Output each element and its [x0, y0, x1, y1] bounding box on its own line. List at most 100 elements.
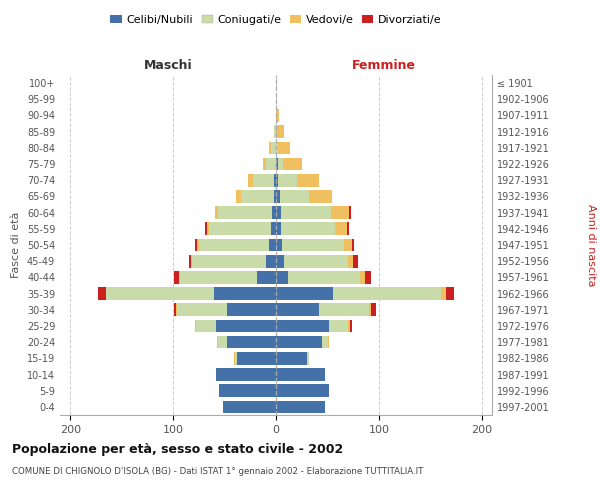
- Bar: [207, 222, 209, 235]
- Bar: [353, 255, 358, 268]
- Bar: [195, 238, 197, 252]
- Bar: [276, 126, 284, 138]
- Bar: [350, 320, 352, 332]
- Bar: [263, 158, 266, 170]
- Bar: [446, 288, 454, 300]
- Bar: [278, 142, 290, 154]
- Bar: [276, 271, 289, 283]
- Bar: [218, 206, 272, 219]
- Bar: [282, 238, 344, 252]
- Bar: [106, 288, 214, 300]
- Bar: [188, 255, 191, 268]
- Bar: [332, 288, 440, 300]
- Bar: [276, 222, 281, 235]
- Bar: [266, 158, 276, 170]
- Bar: [276, 174, 278, 186]
- Y-axis label: Fasce di età: Fasce di età: [11, 212, 21, 278]
- Bar: [276, 368, 325, 381]
- Bar: [191, 255, 266, 268]
- Bar: [328, 336, 329, 348]
- Bar: [217, 368, 276, 381]
- Bar: [220, 384, 276, 397]
- Bar: [274, 126, 276, 138]
- Bar: [347, 222, 349, 235]
- Bar: [276, 109, 279, 122]
- Bar: [223, 400, 276, 413]
- Bar: [205, 222, 207, 235]
- Bar: [365, 271, 371, 283]
- Bar: [296, 174, 319, 186]
- Bar: [281, 222, 335, 235]
- Bar: [214, 288, 276, 300]
- Bar: [284, 255, 348, 268]
- Bar: [280, 190, 309, 202]
- Text: COMUNE DI CHIGNOLO D'ISOLA (BG) - Dati ISTAT 1° gennaio 2002 - Elaborazione TUTT: COMUNE DI CHIGNOLO D'ISOLA (BG) - Dati I…: [12, 468, 424, 476]
- Bar: [195, 320, 196, 332]
- Bar: [248, 174, 253, 186]
- Bar: [237, 352, 276, 364]
- Bar: [276, 304, 319, 316]
- Bar: [199, 238, 269, 252]
- Bar: [274, 190, 276, 202]
- Bar: [227, 304, 276, 316]
- Bar: [176, 304, 177, 316]
- Bar: [348, 255, 353, 268]
- Bar: [241, 190, 274, 202]
- Bar: [331, 206, 349, 219]
- Bar: [289, 271, 361, 283]
- Bar: [335, 222, 347, 235]
- Bar: [196, 320, 217, 332]
- Bar: [215, 206, 218, 219]
- Bar: [309, 190, 332, 202]
- Bar: [271, 222, 276, 235]
- Bar: [179, 271, 181, 283]
- Bar: [174, 304, 176, 316]
- Bar: [236, 190, 241, 202]
- Bar: [227, 336, 276, 348]
- Bar: [276, 336, 322, 348]
- Bar: [348, 320, 350, 332]
- Bar: [217, 336, 218, 348]
- Bar: [197, 238, 199, 252]
- Bar: [98, 288, 106, 300]
- Text: Femmine: Femmine: [352, 59, 416, 72]
- Bar: [352, 238, 354, 252]
- Bar: [276, 190, 280, 202]
- Bar: [181, 271, 257, 283]
- Bar: [235, 352, 237, 364]
- Bar: [276, 384, 329, 397]
- Bar: [271, 142, 276, 154]
- Bar: [269, 238, 276, 252]
- Bar: [322, 336, 328, 348]
- Bar: [361, 271, 365, 283]
- Bar: [349, 206, 351, 219]
- Bar: [266, 255, 276, 268]
- Legend: Celibi/Nubili, Coniugati/e, Vedovi/e, Divorziati/e: Celibi/Nubili, Coniugati/e, Vedovi/e, Di…: [106, 10, 446, 29]
- Bar: [329, 320, 348, 332]
- Bar: [276, 255, 284, 268]
- Bar: [307, 352, 309, 364]
- Bar: [257, 271, 276, 283]
- Bar: [368, 304, 371, 316]
- Bar: [274, 174, 276, 186]
- Bar: [440, 288, 446, 300]
- Bar: [276, 206, 281, 219]
- Bar: [344, 238, 352, 252]
- Bar: [278, 174, 296, 186]
- Bar: [276, 320, 329, 332]
- Bar: [283, 158, 302, 170]
- Bar: [234, 352, 235, 364]
- Bar: [276, 400, 325, 413]
- Bar: [217, 320, 276, 332]
- Bar: [276, 288, 332, 300]
- Bar: [269, 142, 271, 154]
- Bar: [276, 142, 278, 154]
- Text: Popolazione per età, sesso e stato civile - 2002: Popolazione per età, sesso e stato civil…: [12, 442, 343, 456]
- Bar: [276, 352, 307, 364]
- Bar: [276, 238, 282, 252]
- Bar: [177, 304, 227, 316]
- Bar: [371, 304, 376, 316]
- Text: Maschi: Maschi: [143, 59, 193, 72]
- Bar: [319, 304, 368, 316]
- Text: Anni di nascita: Anni di nascita: [586, 204, 596, 286]
